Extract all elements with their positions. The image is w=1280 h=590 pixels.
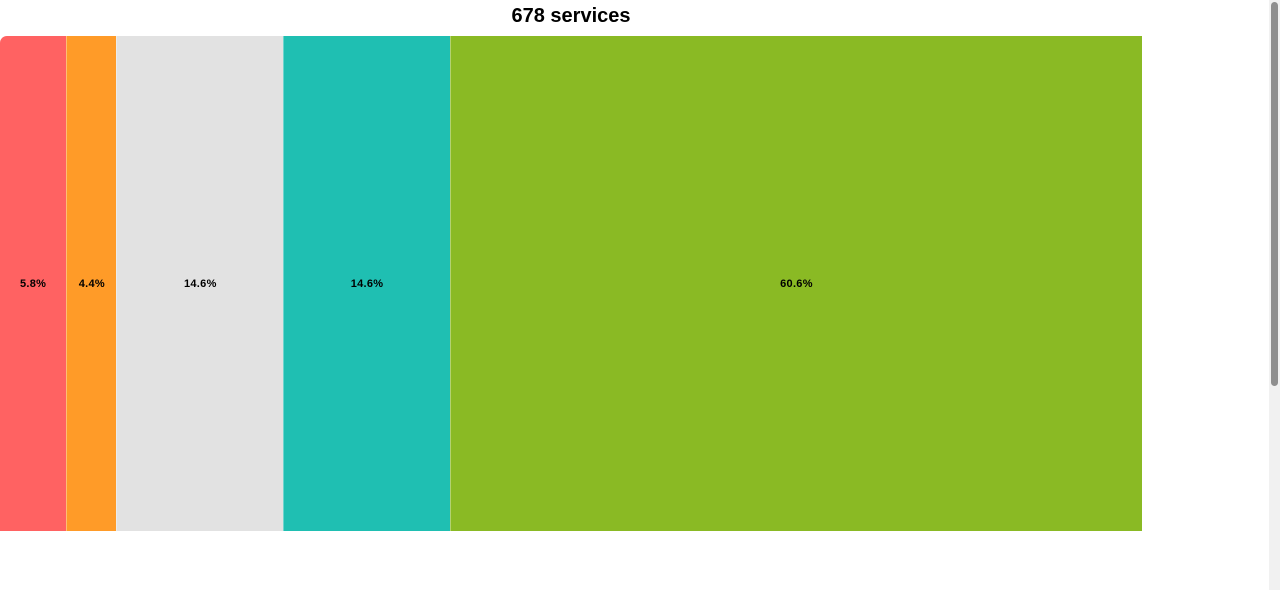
scrollbar-thumb[interactable] <box>1271 2 1278 386</box>
bar-segment[interactable]: 14.6% <box>116 36 284 531</box>
bar-segment[interactable]: 4.4% <box>66 36 117 531</box>
bar-segment[interactable]: 14.6% <box>283 36 450 531</box>
bar-segment[interactable]: 5.8% <box>0 36 67 531</box>
stacked-bar: 5.8% 4.4% 14.6% 14.6% 60.6% <box>0 36 1142 531</box>
bar-segment-label: 14.6% <box>350 277 384 290</box>
bar-segment-label: 5.8% <box>19 277 47 290</box>
bar-segment-label: 4.4% <box>78 277 105 290</box>
bar-segment[interactable]: 60.6% <box>449 36 1142 531</box>
chart-title: 678 services <box>511 5 631 27</box>
bar-segment-label: 60.6% <box>780 277 813 290</box>
bar-segment-label: 14.6% <box>183 277 217 290</box>
